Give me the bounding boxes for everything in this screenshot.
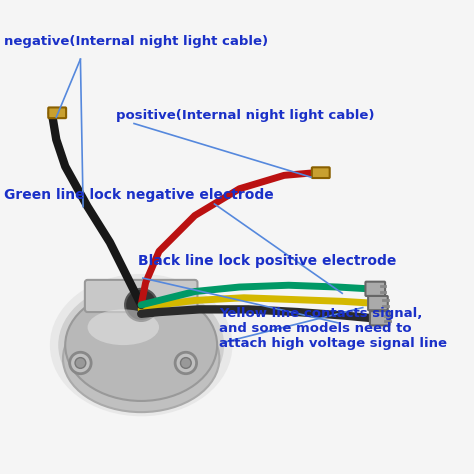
Ellipse shape: [65, 289, 217, 401]
FancyBboxPatch shape: [368, 296, 388, 310]
Ellipse shape: [63, 305, 219, 412]
FancyBboxPatch shape: [312, 167, 330, 178]
Text: negative(Internal night light cable): negative(Internal night light cable): [4, 35, 269, 48]
Circle shape: [75, 357, 86, 368]
Text: Green line lock negative electrode: Green line lock negative electrode: [4, 189, 274, 202]
Ellipse shape: [54, 278, 228, 412]
FancyBboxPatch shape: [85, 280, 198, 312]
Circle shape: [175, 352, 197, 374]
Text: Yellow line contacts signal,
and some models need to
attach high voltage signal : Yellow line contacts signal, and some mo…: [219, 307, 447, 350]
Circle shape: [70, 352, 91, 374]
Ellipse shape: [88, 310, 159, 345]
Text: positive(Internal night light cable): positive(Internal night light cable): [116, 109, 374, 122]
FancyBboxPatch shape: [365, 282, 385, 296]
FancyBboxPatch shape: [370, 311, 390, 326]
Circle shape: [125, 289, 157, 321]
Circle shape: [181, 357, 191, 368]
Text: Black line lock positive electrode: Black line lock positive electrode: [138, 254, 397, 268]
FancyBboxPatch shape: [48, 108, 66, 118]
